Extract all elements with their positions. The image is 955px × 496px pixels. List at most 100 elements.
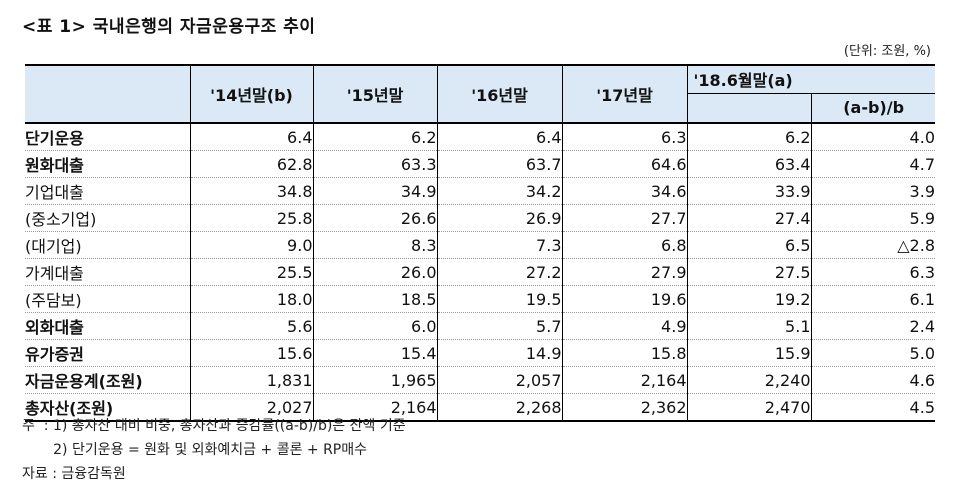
- table-cell: 34.9: [313, 177, 438, 205]
- table-cell: 27.4: [687, 204, 812, 232]
- footnote: 주 : 1) 총자산 대비 비중, 총자산과 증감률((a-b)/b)은 잔액 …: [22, 418, 406, 434]
- table-cell: 2.4: [811, 312, 935, 340]
- table-cell: 6.8: [562, 231, 688, 259]
- table-cell: 26.6: [313, 204, 438, 232]
- table-cell: 15.4: [313, 339, 438, 367]
- row-label: (주담보): [25, 285, 191, 313]
- table-cell: 34.2: [437, 177, 563, 205]
- table-cell: 4.0: [811, 122, 935, 151]
- table-cell: 27.9: [562, 258, 688, 286]
- table-row: (중소기업) 25.8 26.6 26.9 27.7 27.4 5.9: [25, 204, 935, 232]
- table-cell: △2.8: [811, 231, 935, 259]
- footnotes: 주 : 1) 총자산 대비 비중, 총자산과 증감률((a-b)/b)은 잔액 …: [22, 414, 406, 486]
- table-cell: 63.7: [437, 150, 563, 178]
- table-cell: 2,470: [687, 393, 812, 422]
- table-cell: 15.6: [190, 339, 314, 367]
- table-cell: 6.2: [313, 122, 438, 151]
- table-cell: 34.8: [190, 177, 314, 205]
- table-cell: 34.6: [562, 177, 688, 205]
- table-cell: 64.6: [562, 150, 688, 178]
- table-cell: 6.2: [687, 122, 812, 151]
- table-cell: 2,268: [437, 393, 563, 422]
- table-cell: 6.0: [313, 312, 438, 340]
- table-cell: 63.4: [687, 150, 812, 178]
- table-cell: 1,965: [313, 366, 438, 394]
- column-header: '17년말: [562, 64, 688, 123]
- row-label: 기업대출: [25, 177, 191, 205]
- source-note: 자료 : 금융감독원: [22, 466, 126, 482]
- table-cell: 14.9: [437, 339, 563, 367]
- row-header-cell: [25, 64, 191, 123]
- row-label: 단기운용: [25, 122, 191, 151]
- table-cell: 1,831: [190, 366, 314, 394]
- table-row: (주담보) 18.0 18.5 19.5 19.6 19.2 6.1: [25, 285, 935, 313]
- table-cell: 27.2: [437, 258, 563, 286]
- table-cell: 5.6: [190, 312, 314, 340]
- row-label: 가계대출: [25, 258, 191, 286]
- row-label: 원화대출: [25, 150, 191, 178]
- data-table: '14년말(b) '15년말 '16년말 '17년말 '18.6월말(a) (a…: [25, 64, 935, 422]
- unit-label: (단위: 조원, %): [843, 44, 931, 59]
- table-cell: 2,164: [562, 366, 688, 394]
- table-row: 자금운용계(조원) 1,831 1,965 2,057 2,164 2,240 4.6: [25, 366, 935, 394]
- table-cell: 2,362: [562, 393, 688, 422]
- footnote: 2) 단기운용 = 원화 및 외화예치금 + 콜론 + RP매수: [22, 442, 368, 458]
- table-cell: 3.9: [811, 177, 935, 205]
- table-cell: 63.3: [313, 150, 438, 178]
- column-header: '18.6월말(a): [687, 69, 935, 94]
- table-row: 기업대출 34.8 34.9 34.2 34.6 33.9 3.9: [25, 177, 935, 205]
- table-title: <표 1> 국내은행의 자금운용구조 추이: [22, 17, 316, 37]
- row-label: 총자산(조원): [25, 393, 191, 422]
- table-cell: 5.0: [811, 339, 935, 367]
- table-cell: 26.0: [313, 258, 438, 286]
- table-cell: 5.1: [687, 312, 812, 340]
- table-cell: 6.1: [811, 285, 935, 313]
- table-cell: 4.6: [811, 366, 935, 394]
- table-cell: 27.5: [687, 258, 812, 286]
- table-cell: 2,027: [190, 393, 314, 422]
- table-cell: 26.9: [437, 204, 563, 232]
- table-cell: 6.5: [687, 231, 812, 259]
- table-cell: 62.8: [190, 150, 314, 178]
- header-row: '14년말(b) '15년말 '16년말 '17년말 '18.6월말(a) (a…: [25, 64, 935, 123]
- table-cell: 33.9: [687, 177, 812, 205]
- table-cell: 6.3: [562, 122, 688, 151]
- row-label: (대기업): [25, 231, 191, 259]
- table-cell: 5.9: [811, 204, 935, 232]
- table-row: 총자산(조원) 2,027 2,164 2,268 2,362 2,470 4.5: [25, 393, 935, 422]
- table-row: (대기업) 9.0 8.3 7.3 6.8 6.5 △2.8: [25, 231, 935, 259]
- table-cell: 6.4: [190, 122, 314, 151]
- table-cell: 2,164: [313, 393, 438, 422]
- row-label: (중소기업): [25, 204, 191, 232]
- table-cell: 19.5: [437, 285, 563, 313]
- table-cell: 4.5: [811, 393, 935, 422]
- table-cell: 25.5: [190, 258, 314, 286]
- table-cell: 4.7: [811, 150, 935, 178]
- table-cell: 8.3: [313, 231, 438, 259]
- table-row: 단기운용 6.4 6.2 6.4 6.3 6.2 4.0: [25, 122, 935, 151]
- table-cell: 2,240: [687, 366, 812, 394]
- table-cell: 6.3: [811, 258, 935, 286]
- table-cell: 5.7: [437, 312, 563, 340]
- column-header-group: '18.6월말(a) (a-b)/b: [687, 64, 935, 123]
- table-cell: 19.6: [562, 285, 688, 313]
- table-cell: 9.0: [190, 231, 314, 259]
- table-cell: 25.8: [190, 204, 314, 232]
- table-row: 가계대출 25.5 26.0 27.2 27.9 27.5 6.3: [25, 258, 935, 286]
- table-cell: 18.0: [190, 285, 314, 313]
- table-row: 외화대출 5.6 6.0 5.7 4.9 5.1 2.4: [25, 312, 935, 340]
- row-label: 유가증권: [25, 339, 191, 367]
- table-cell: 6.4: [437, 122, 563, 151]
- column-header: '15년말: [313, 64, 438, 123]
- table-row: 원화대출 62.8 63.3 63.7 64.6 63.4 4.7: [25, 150, 935, 178]
- row-label: 외화대출: [25, 312, 191, 340]
- table-cell: 19.2: [687, 285, 812, 313]
- table-cell: 4.9: [562, 312, 688, 340]
- column-header: '16년말: [437, 64, 563, 123]
- table-cell: 15.9: [687, 339, 812, 367]
- column-header: '14년말(b): [190, 64, 314, 123]
- table-cell: 18.5: [313, 285, 438, 313]
- table-cell: 27.7: [562, 204, 688, 232]
- table-cell: 2,057: [437, 366, 563, 394]
- column-header: (a-b)/b: [811, 94, 935, 122]
